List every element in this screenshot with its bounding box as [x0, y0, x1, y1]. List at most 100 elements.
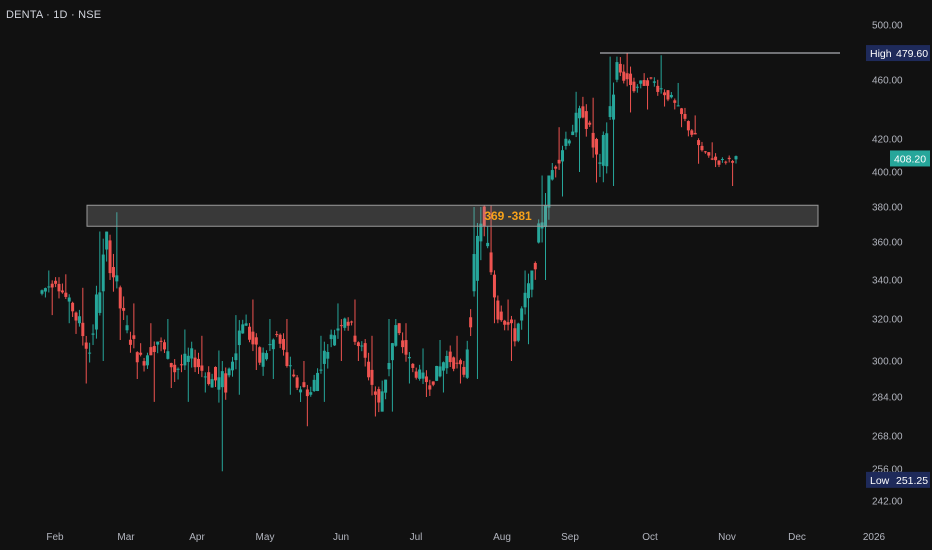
- candle-body: [200, 365, 204, 371]
- candle-body: [278, 334, 282, 344]
- candle-body: [418, 369, 422, 379]
- high-badge-value: 479.60: [896, 48, 928, 60]
- candle-body: [268, 344, 272, 346]
- candle-body: [118, 287, 122, 309]
- candle-body: [567, 140, 571, 144]
- y-tick-label: 340.00: [872, 276, 903, 287]
- candle-body: [717, 160, 721, 165]
- candle-body: [537, 223, 541, 243]
- candle-body: [329, 334, 333, 340]
- candle-body: [316, 372, 320, 392]
- candle-body: [598, 162, 602, 164]
- candle-body: [224, 373, 228, 393]
- candle-body: [465, 349, 469, 378]
- candle-body: [397, 323, 401, 334]
- candle-body: [145, 355, 149, 366]
- high-badge-label: High: [870, 48, 892, 60]
- candle-body: [377, 389, 381, 403]
- x-tick-label: Sep: [561, 532, 579, 543]
- y-tick-label: 380.00: [872, 203, 903, 214]
- candle-body: [214, 366, 217, 381]
- candle-body: [523, 292, 527, 308]
- x-tick-label: Feb: [46, 532, 64, 543]
- candle-body: [305, 389, 309, 397]
- candle-body: [554, 166, 558, 169]
- candle-body: [731, 161, 735, 163]
- candle-body: [448, 351, 452, 363]
- candle-body: [530, 270, 534, 290]
- candle-body: [581, 106, 585, 118]
- candle-body: [292, 374, 296, 377]
- candle-body: [47, 286, 51, 288]
- candle-body: [135, 352, 139, 363]
- candle-body: [506, 322, 510, 325]
- candle-body: [248, 326, 252, 340]
- x-tick-label: May: [256, 532, 275, 543]
- candle-body: [479, 223, 483, 242]
- candle-body: [625, 73, 629, 80]
- candle-body: [67, 297, 71, 302]
- candle-body: [642, 80, 646, 86]
- candle-body: [64, 292, 68, 297]
- candle-body: [669, 94, 673, 98]
- price-axis[interactable]: 500.00 460.00 420.00 400.00 380.00 360.00 340.…: [872, 21, 903, 508]
- candle-body: [125, 325, 129, 331]
- candle-body: [714, 156, 718, 161]
- candle-body: [50, 283, 54, 288]
- candle-body: [680, 108, 684, 115]
- last-price-label: 408.20: [894, 153, 926, 165]
- candle-body: [384, 379, 388, 393]
- candle-body: [513, 328, 517, 342]
- candle-body: [612, 94, 616, 120]
- candle-body: [159, 340, 163, 342]
- candle-body: [343, 318, 347, 328]
- candle-body: [207, 372, 211, 385]
- candle-body: [346, 321, 350, 326]
- candle-body: [251, 331, 255, 345]
- candle-body: [533, 263, 537, 270]
- candle-body: [122, 307, 126, 311]
- symbol-title: DENTA · 1D · NSE: [6, 9, 102, 21]
- candle-body: [424, 376, 428, 383]
- price-badges: High 479.60 Low 251.25 408.20: [866, 45, 930, 488]
- candle-body: [237, 330, 241, 346]
- x-tick-label: Oct: [642, 532, 658, 543]
- candle-body: [261, 352, 265, 367]
- candle-body: [720, 158, 724, 160]
- candle-body: [190, 348, 194, 359]
- candle-body: [557, 159, 561, 164]
- candle-body: [482, 206, 486, 227]
- candle-body: [445, 355, 449, 369]
- candle-body: [367, 361, 371, 378]
- x-tick-label: Mar: [117, 532, 135, 543]
- low-badge-value: 251.25: [896, 475, 928, 487]
- candle-body: [105, 231, 109, 250]
- candle-body: [622, 71, 626, 81]
- y-tick-label: 320.00: [872, 315, 903, 326]
- candle-body: [227, 368, 231, 376]
- candle-body: [108, 240, 112, 274]
- candle-body: [646, 80, 650, 86]
- candle-body: [363, 343, 367, 358]
- candle-body: [176, 368, 180, 370]
- candle-body: [128, 339, 132, 345]
- candle-body: [499, 311, 503, 321]
- candle-body: [139, 352, 143, 355]
- candle-body: [496, 300, 500, 320]
- overlays-group: 369 -381: [86, 52, 840, 227]
- candle-body: [652, 81, 656, 83]
- candle-body: [149, 347, 153, 356]
- high-badge: High 479.60: [866, 45, 930, 62]
- candle-body: [697, 140, 701, 146]
- candle-body: [584, 111, 588, 129]
- candle-body: [547, 175, 551, 208]
- candle-body: [404, 340, 408, 355]
- candle-body: [115, 275, 119, 282]
- candle-body: [629, 73, 633, 86]
- y-tick-label: 256.00: [872, 465, 903, 476]
- candle-body: [635, 86, 639, 88]
- time-axis[interactable]: Feb Mar Apr May Jun Jul Aug Sep Oct Nov Dec 2026: [46, 532, 885, 543]
- candle-body: [40, 290, 44, 294]
